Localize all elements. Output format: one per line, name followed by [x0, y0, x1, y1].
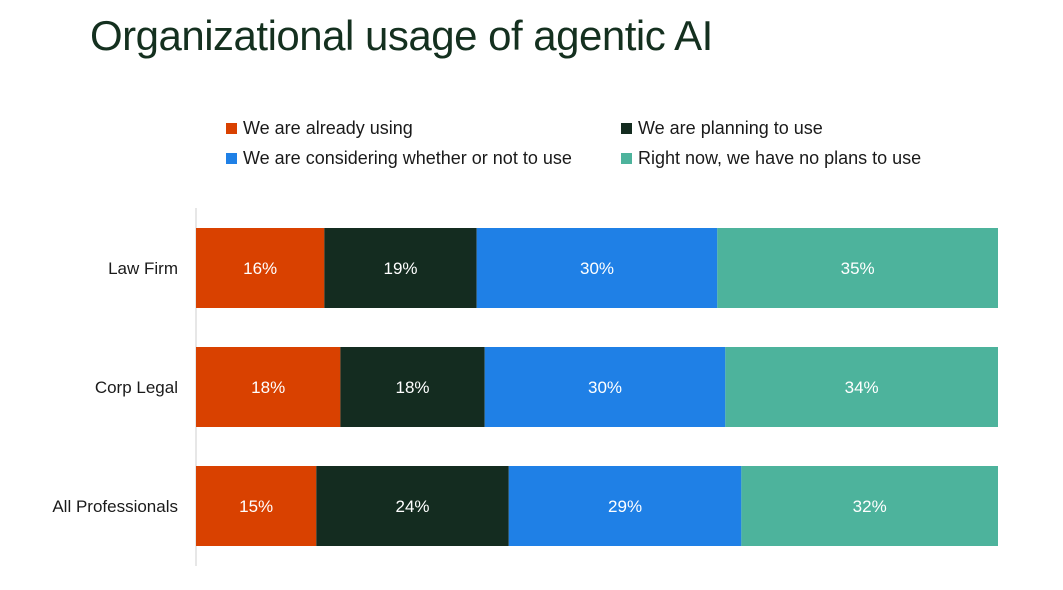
data-label: 32%	[853, 497, 887, 516]
data-label: 18%	[251, 378, 285, 397]
legend-item-considering: We are considering whether or not to use	[226, 148, 572, 169]
bar-segment	[508, 466, 742, 546]
bar-segment	[717, 228, 998, 308]
legend-label: Right now, we have no plans to use	[638, 148, 922, 168]
bar-segment	[316, 466, 509, 546]
data-label: 18%	[396, 378, 430, 397]
bars-group: Law Firm 16% 19% 30% 35% Corp Legal 18% 18% 30% 3…	[52, 228, 998, 546]
legend-label: We are considering whether or not to use	[243, 148, 572, 168]
data-label: 30%	[580, 259, 614, 278]
legend: We are already using We are planning to …	[226, 118, 986, 178]
bar-segment	[340, 347, 485, 427]
legend-label: We are already using	[243, 118, 413, 138]
legend-swatch	[621, 153, 632, 164]
data-label: 15%	[239, 497, 273, 516]
category-label: Law Firm	[108, 259, 178, 278]
legend-item-already-using: We are already using	[226, 118, 413, 139]
bar-segment	[741, 466, 998, 546]
data-label: 16%	[243, 259, 277, 278]
data-label: 35%	[841, 259, 875, 278]
legend-swatch	[226, 153, 237, 164]
bar-segment	[484, 347, 726, 427]
bar-segment	[196, 466, 317, 546]
bar-segment	[324, 228, 477, 308]
bar-segment	[725, 347, 998, 427]
category-label: Corp Legal	[95, 378, 178, 397]
data-label: 29%	[608, 497, 642, 516]
legend-swatch	[226, 123, 237, 134]
bar-segment	[196, 228, 325, 308]
legend-item-no-plans: Right now, we have no plans to use	[621, 148, 921, 169]
category-label: All Professionals	[52, 497, 178, 516]
bar-segment	[476, 228, 718, 308]
data-label: 24%	[396, 497, 430, 516]
data-label: 19%	[383, 259, 417, 278]
data-label: 30%	[588, 378, 622, 397]
chart-title: Organizational usage of agentic AI	[90, 12, 713, 59]
legend-label: We are planning to use	[638, 118, 823, 138]
legend-item-planning: We are planning to use	[621, 118, 823, 139]
bar-segment	[196, 347, 341, 427]
legend-swatch	[621, 123, 632, 134]
data-label: 34%	[845, 378, 879, 397]
